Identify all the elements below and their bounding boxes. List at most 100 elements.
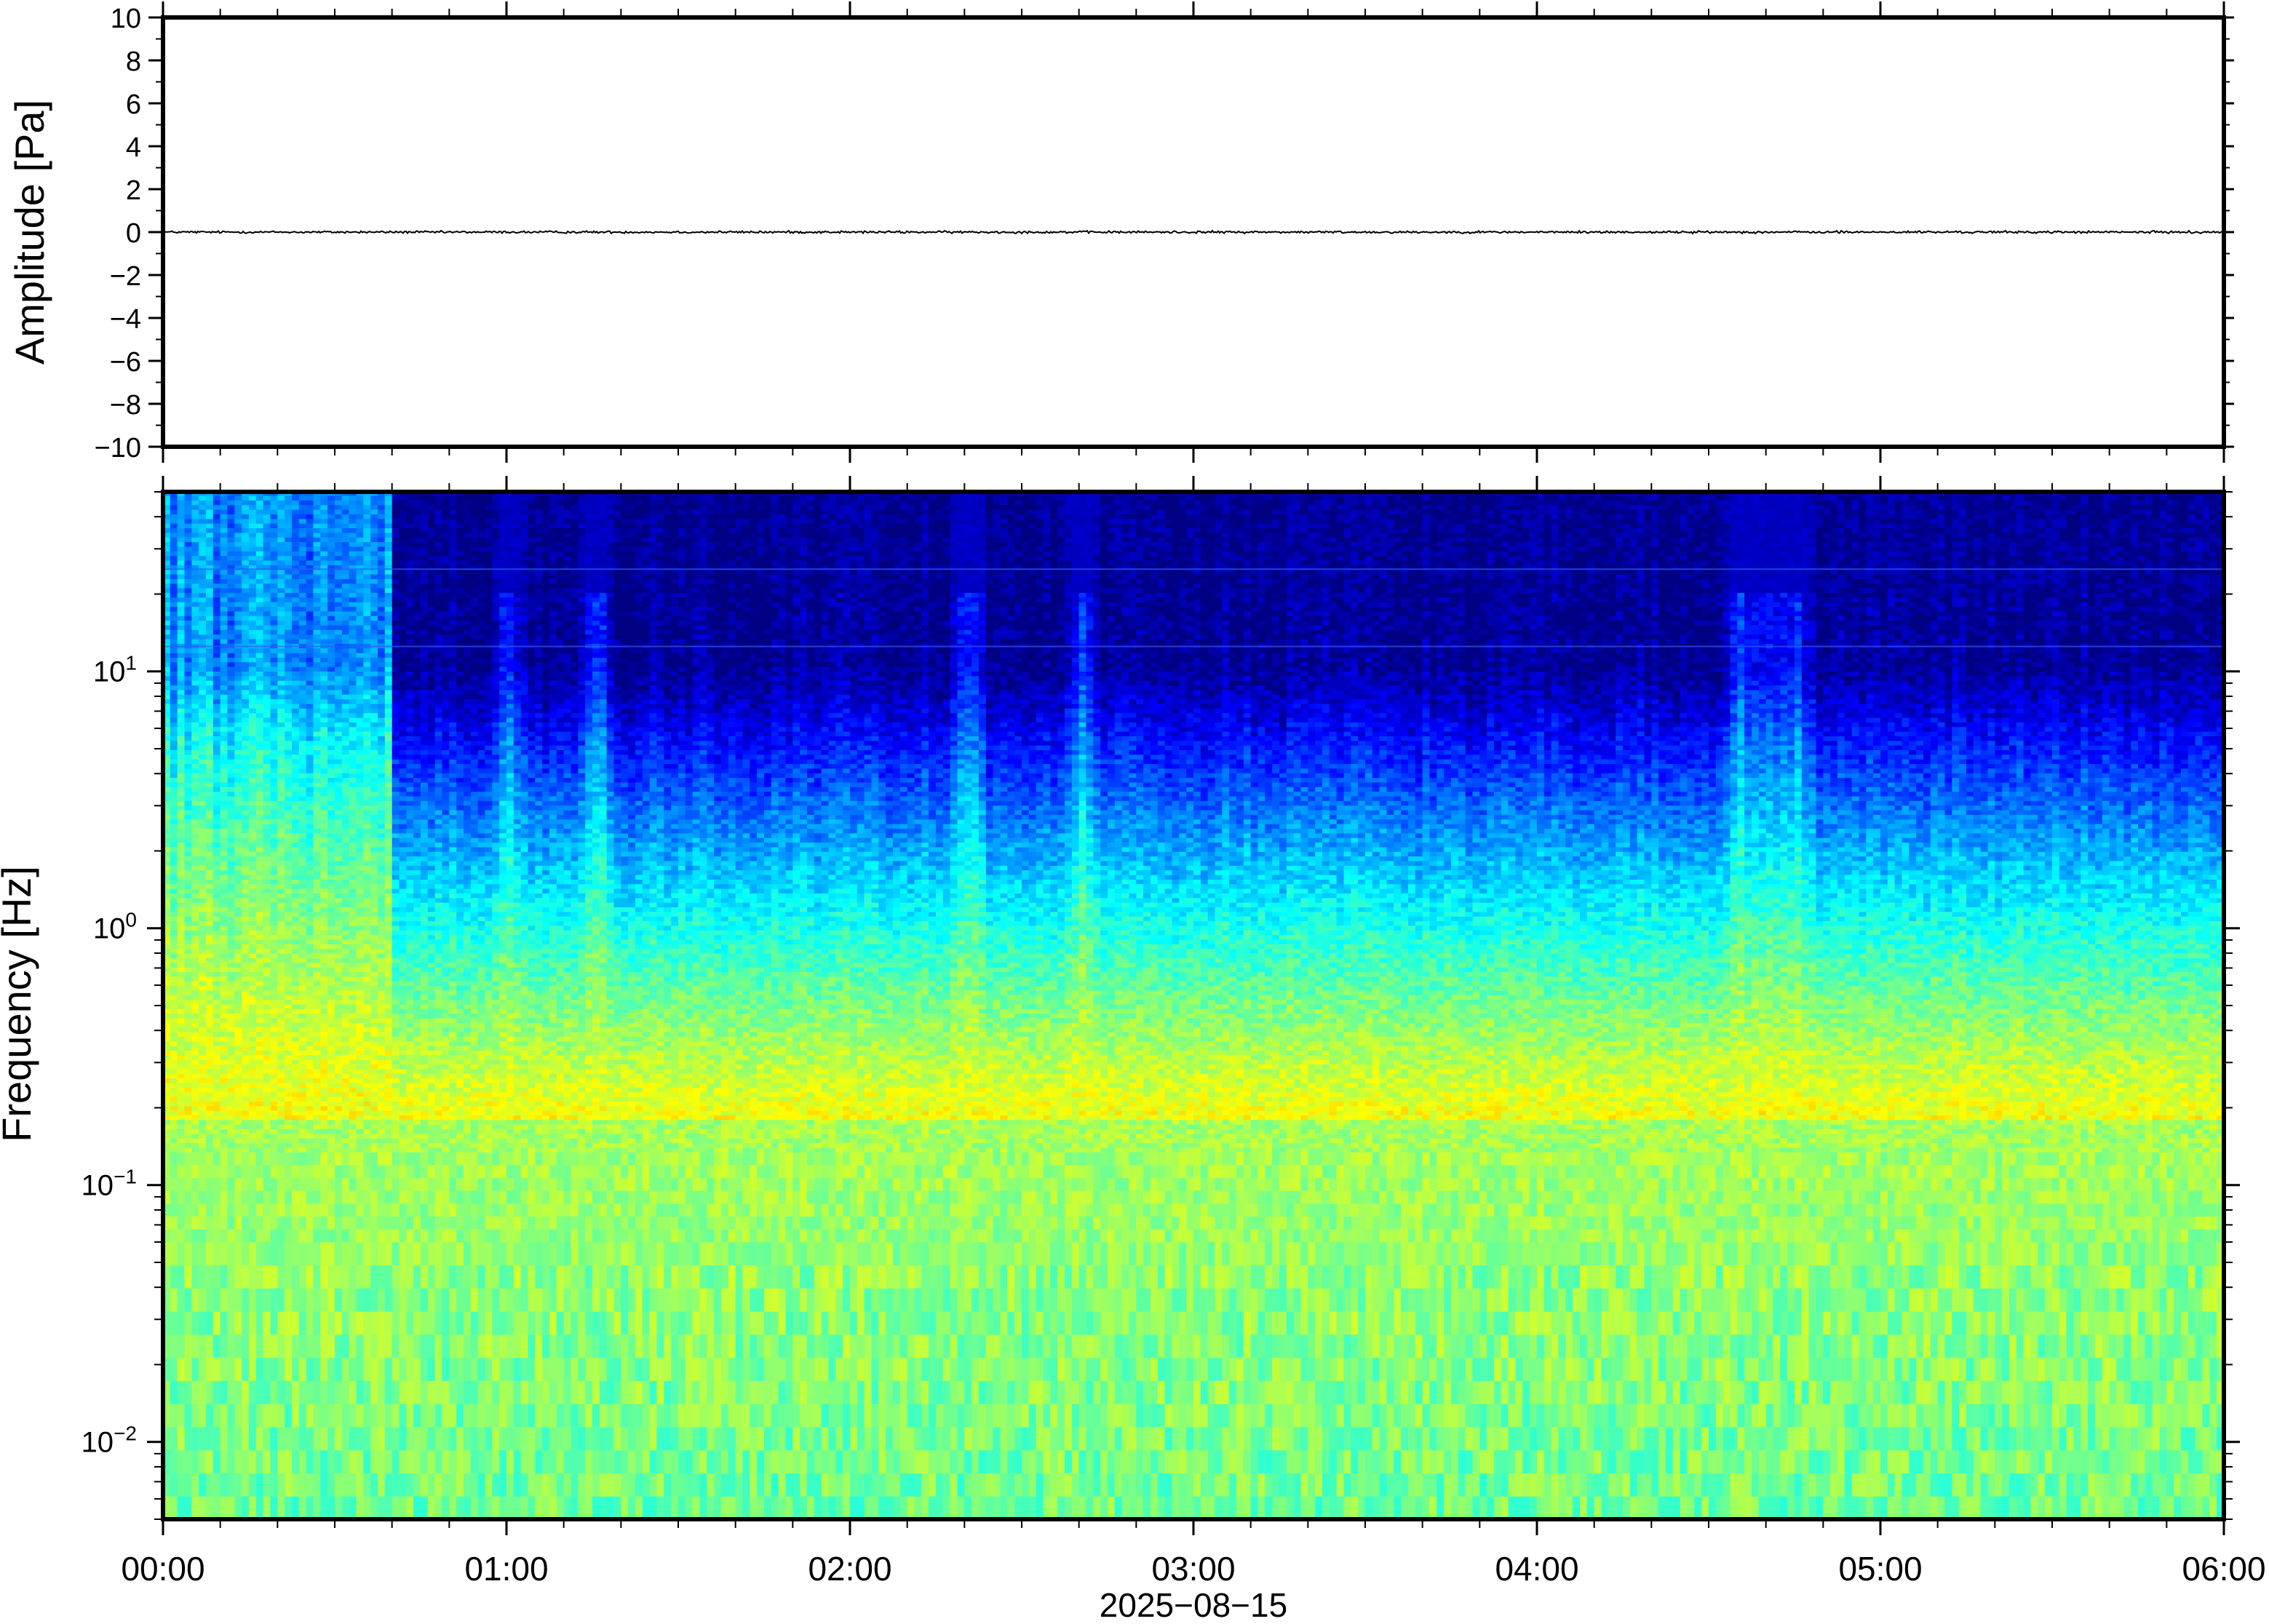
spectrogram-cell <box>191 629 199 634</box>
spectrogram-cell <box>206 1311 213 1334</box>
spectrogram-cell <box>199 685 206 690</box>
spectrogram-cell <box>199 704 206 709</box>
spectrogram-cell <box>249 1059 256 1064</box>
spectrogram-cell <box>256 717 263 723</box>
spectrogram-cell <box>256 1050 263 1055</box>
spectrogram-cell <box>249 1041 256 1046</box>
spectrogram-cell <box>277 666 285 672</box>
spectrogram-cell <box>271 870 278 875</box>
spectrogram-cell <box>220 500 228 505</box>
spectrogram-cell <box>199 782 206 787</box>
spectrogram-cell <box>277 787 285 792</box>
spectrogram-cell <box>199 666 206 672</box>
spectrogram-cell <box>271 713 278 718</box>
spectrogram-cell <box>277 778 285 783</box>
spectrogram-cell <box>228 782 235 787</box>
spectrogram-cell <box>228 861 235 866</box>
spectrogram-cell <box>220 1229 228 1242</box>
spectrogram-cell <box>271 639 278 644</box>
spectrogram-cell <box>242 921 249 926</box>
spectrogram-cell <box>178 861 185 866</box>
spectrogram-cell <box>242 1496 249 1519</box>
spectrogram-cell <box>185 694 192 699</box>
spectrogram-cell <box>213 990 220 995</box>
spectrogram-cell <box>277 722 285 727</box>
spectrogram-cell <box>234 1147 242 1153</box>
spectrogram-cell <box>213 958 220 963</box>
spectrogram-cell <box>178 1055 185 1060</box>
spectrogram-cell <box>271 1018 278 1023</box>
spectrogram-cell <box>199 1115 206 1120</box>
spectrogram-cell <box>285 995 292 1000</box>
spectrogram-cell <box>199 749 206 755</box>
spectrogram-cell <box>213 648 220 653</box>
spectrogram-cell <box>178 616 185 621</box>
spectrogram-cell <box>213 944 220 949</box>
spectrogram-cell <box>234 731 242 736</box>
spectrogram-cell <box>213 528 220 533</box>
spectrogram-cell <box>185 727 192 732</box>
spectrogram-cell <box>191 717 199 723</box>
spectrogram-cell <box>263 985 271 990</box>
spectrogram-cell <box>185 1120 192 1125</box>
spectrogram-cell <box>178 1110 185 1115</box>
spectrogram-cell <box>170 708 178 713</box>
spectrogram-cell <box>277 1216 285 1229</box>
spectrogram-cell <box>271 953 278 958</box>
spectrogram-cell <box>277 763 285 768</box>
spectrogram-cell <box>228 606 235 611</box>
spectrogram-cell <box>206 1203 213 1217</box>
spectrogram-cell <box>213 1288 220 1311</box>
spectrogram-cell <box>213 1178 220 1191</box>
spectrogram-cell <box>185 1216 192 1229</box>
spectrogram-cell <box>170 1265 178 1289</box>
spectrogram-cell <box>199 741 206 746</box>
spectrogram-cell <box>277 1129 285 1134</box>
spectrogram-cell <box>191 953 199 958</box>
spectrogram-cell <box>191 1404 199 1427</box>
spectrogram-cell <box>185 671 192 676</box>
spectrogram-cell <box>170 1178 178 1191</box>
spectrogram-cell <box>249 893 256 898</box>
spectrogram-cell <box>277 1165 285 1178</box>
spectrogram-cell <box>271 985 278 990</box>
spectrogram-cell <box>234 1050 242 1055</box>
spectrogram-cell <box>178 1450 185 1473</box>
spectrogram-cell <box>170 570 178 575</box>
spectrogram-cell <box>256 1178 263 1191</box>
spectrogram-cell <box>256 1014 263 1019</box>
spectrogram-cell <box>170 1229 178 1242</box>
spectrogram-cell <box>285 1073 292 1078</box>
spectrogram-cell <box>228 953 235 958</box>
spectrogram-cell <box>242 648 249 653</box>
spectrogram-cell <box>242 1358 249 1381</box>
spectrogram-cell <box>185 653 192 658</box>
spectrogram-cell <box>206 528 213 533</box>
spectrogram-cell <box>249 1242 256 1265</box>
spectrogram-cell <box>199 778 206 783</box>
spectrogram-cell <box>191 528 199 533</box>
spectrogram-cell <box>206 556 213 561</box>
spectrogram-cell <box>263 1380 271 1404</box>
spectrogram-cell <box>228 912 235 917</box>
spectrogram-cell <box>170 944 178 949</box>
spectrogram-cell <box>277 505 285 510</box>
spectrogram-cell <box>185 1358 192 1381</box>
spectrogram-cell <box>249 541 256 546</box>
spectrogram-cell <box>263 500 271 505</box>
spectrogram-cell <box>263 546 271 552</box>
spectrogram-cell <box>242 1165 249 1178</box>
spectrogram-cell <box>256 828 263 833</box>
spectrogram-cell <box>185 851 192 856</box>
spectrogram-cell <box>271 699 278 704</box>
spectrogram-cell <box>228 1032 235 1037</box>
spectrogram-cell <box>256 851 263 856</box>
spectrogram-cell <box>256 1115 263 1120</box>
spectrogram-cell <box>234 981 242 986</box>
spectrogram-cell <box>213 514 220 519</box>
spectrogram-cell <box>185 782 192 787</box>
spectrogram-cell <box>170 971 178 976</box>
spectrogram-cell <box>263 865 271 870</box>
spectrogram-cell <box>178 963 185 968</box>
spectrogram-cell <box>178 1064 185 1069</box>
